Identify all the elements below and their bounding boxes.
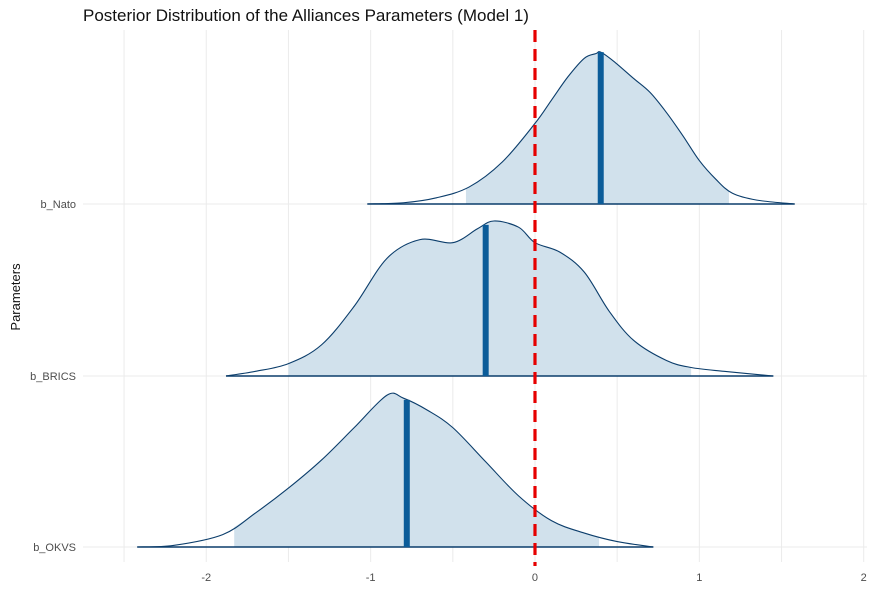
y-tick-label-b-brics: b_BRICS (30, 371, 76, 383)
ridge-outline-b-okvs (137, 392, 654, 548)
y-tick-label-b-okvs: b_OKVS (33, 542, 76, 554)
x-tick-label: 2 (861, 572, 867, 584)
chart-title: Posterior Distribution of the Alliances … (83, 6, 529, 25)
ridge-fill-b-nato (465, 51, 729, 205)
ridge-fill-b-brics (288, 220, 692, 376)
y-axis-title: Parameters (8, 263, 23, 331)
axis-labels: b_Nato b_BRICS b_OKVS -2 -1 0 1 2 Parameters (8, 199, 867, 584)
x-tick-label: 1 (696, 572, 702, 584)
ridge-fill-b-okvs (234, 393, 600, 547)
x-tick-label: 0 (532, 572, 538, 584)
y-tick-label-b-nato: b_Nato (41, 199, 76, 211)
ridges (137, 51, 795, 548)
ridge-outline-b-brics (225, 220, 774, 377)
x-tick-label: -1 (366, 572, 376, 584)
x-tick-label: -2 (201, 572, 211, 584)
